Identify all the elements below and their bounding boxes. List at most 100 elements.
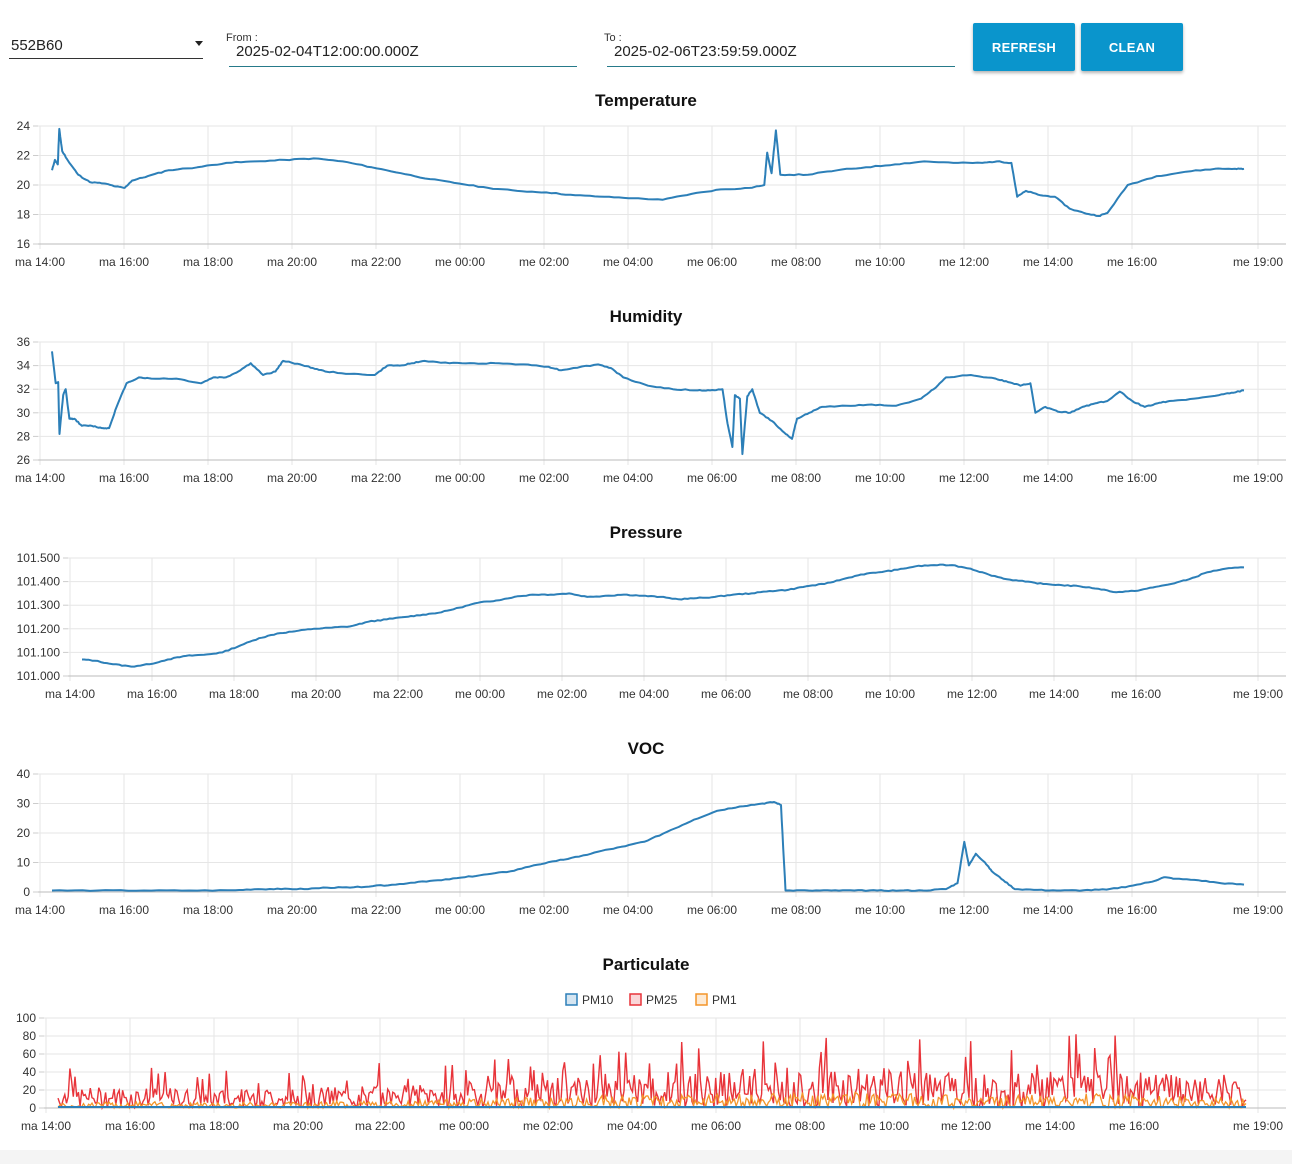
x-tick-label: ma 18:00 — [183, 255, 233, 269]
from-label: From : — [226, 32, 258, 44]
legend-label-pm1: PM1 — [712, 993, 737, 1007]
x-tick-label: me 10:00 — [865, 687, 915, 701]
x-tick-label: me 12:00 — [947, 687, 997, 701]
x-tick-label: ma 20:00 — [267, 471, 317, 485]
x-tick-label: ma 16:00 — [127, 687, 177, 701]
series-line-pm25 — [57, 1034, 1247, 1111]
x-tick-label: me 00:00 — [439, 1119, 489, 1133]
x-tick-label: ma 18:00 — [189, 1119, 239, 1133]
y-tick-label: 10 — [17, 856, 31, 870]
x-tick-label: ma 20:00 — [273, 1119, 323, 1133]
refresh-button[interactable]: REFRESH — [973, 23, 1075, 71]
x-tick-label: ma 14:00 — [15, 255, 65, 269]
temperature-chart: Temperature 16 18 20 22 24 ma 14:00 ma 16:00 ma … — [15, 91, 1286, 269]
x-tick-label: me 02:00 — [519, 471, 569, 485]
x-tick-label: me 19:00 — [1233, 1119, 1283, 1133]
y-tick-label: 24 — [17, 119, 31, 133]
y-tick-label: 40 — [23, 1065, 37, 1079]
to-date-input[interactable] — [614, 43, 944, 60]
legend-swatch-pm10 — [565, 993, 578, 1006]
series-line-humidity — [51, 351, 1245, 456]
x-tick-label: ma 16:00 — [99, 471, 149, 485]
pressure-chart: Pressure 101.000 101.100 101.200 101.300 101.… — [17, 523, 1286, 701]
x-tick-label: me 16:00 — [1111, 687, 1161, 701]
page-footer-strip — [0, 1150, 1292, 1164]
x-tick-label: me 14:00 — [1023, 471, 1073, 485]
x-tick-label: me 08:00 — [783, 687, 833, 701]
x-tick-label: me 04:00 — [603, 471, 653, 485]
to-label: To : — [604, 32, 622, 44]
device-select-value: 552B60 — [11, 37, 63, 54]
x-tick-label: me 00:00 — [435, 255, 485, 269]
x-tick-label: me 02:00 — [523, 1119, 573, 1133]
y-tick-label: 80 — [23, 1029, 37, 1043]
x-tick-label: me 12:00 — [941, 1119, 991, 1133]
clean-button[interactable]: CLEAN — [1081, 23, 1183, 71]
legend-swatch-pm25 — [629, 993, 642, 1006]
legend-label-pm10: PM10 — [582, 993, 614, 1007]
x-tick-label: me 04:00 — [607, 1119, 657, 1133]
x-tick-label: me 19:00 — [1233, 471, 1283, 485]
y-tick-label: 60 — [23, 1047, 37, 1061]
legend-label-pm25: PM25 — [646, 993, 678, 1007]
x-tick-label: ma 20:00 — [267, 903, 317, 917]
x-tick-label: me 00:00 — [435, 471, 485, 485]
x-tick-label: me 14:00 — [1025, 1119, 1075, 1133]
x-tick-label: me 19:00 — [1233, 687, 1283, 701]
x-tick-label: ma 22:00 — [351, 471, 401, 485]
y-tick-label: 16 — [17, 237, 31, 251]
humidity-chart: Humidity 26 28 30 32 34 36 ma 14:00 ma 16:00 ma 1… — [15, 307, 1286, 485]
y-tick-label: 36 — [17, 335, 31, 349]
x-tick-label: me 08:00 — [771, 255, 821, 269]
y-tick-label: 26 — [17, 453, 31, 467]
y-tick-label: 101.300 — [17, 598, 61, 612]
x-tick-label: me 04:00 — [603, 903, 653, 917]
x-tick-label: me 04:00 — [603, 255, 653, 269]
to-date-field: To : — [604, 32, 955, 67]
x-tick-label: me 16:00 — [1107, 903, 1157, 917]
x-tick-label: ma 16:00 — [99, 903, 149, 917]
x-tick-label: me 16:00 — [1107, 471, 1157, 485]
x-tick-label: me 02:00 — [519, 903, 569, 917]
x-tick-label: ma 22:00 — [351, 903, 401, 917]
series-line-voc — [51, 801, 1245, 892]
from-date-field: From : — [226, 32, 577, 67]
humidity-chart-title: Humidity — [610, 307, 683, 326]
x-tick-label: me 19:00 — [1233, 255, 1283, 269]
temperature-chart-title: Temperature — [595, 91, 697, 110]
x-tick-label: me 06:00 — [687, 903, 737, 917]
x-tick-label: me 08:00 — [771, 471, 821, 485]
x-tick-label: ma 14:00 — [21, 1119, 71, 1133]
particulate-chart-title: Particulate — [603, 955, 690, 974]
x-tick-label: me 06:00 — [701, 687, 751, 701]
x-tick-label: ma 20:00 — [291, 687, 341, 701]
device-select[interactable]: 552B60 — [9, 34, 203, 59]
x-tick-label: me 00:00 — [455, 687, 505, 701]
y-tick-label: 32 — [17, 382, 31, 396]
x-tick-label: me 08:00 — [775, 1119, 825, 1133]
x-tick-label: ma 22:00 — [373, 687, 423, 701]
y-tick-label: 100 — [16, 1011, 36, 1025]
x-tick-label: me 10:00 — [855, 903, 905, 917]
x-tick-label: me 10:00 — [859, 1119, 909, 1133]
x-tick-label: me 14:00 — [1023, 255, 1073, 269]
series-line-temperature — [51, 127, 1245, 217]
from-date-input[interactable] — [236, 43, 566, 60]
x-tick-label: me 16:00 — [1107, 255, 1157, 269]
x-tick-label: me 06:00 — [687, 471, 737, 485]
x-tick-label: me 02:00 — [519, 255, 569, 269]
x-tick-label: ma 18:00 — [183, 903, 233, 917]
y-tick-label: 101.100 — [17, 645, 61, 659]
x-tick-label: me 06:00 — [691, 1119, 741, 1133]
x-tick-label: me 10:00 — [855, 255, 905, 269]
x-tick-label: ma 20:00 — [267, 255, 317, 269]
y-tick-label: 34 — [17, 359, 31, 373]
y-tick-label: 0 — [23, 885, 30, 899]
x-tick-label: ma 22:00 — [351, 255, 401, 269]
y-tick-label: 101.200 — [17, 622, 61, 636]
series-line-pressure — [82, 563, 1245, 668]
x-tick-label: me 14:00 — [1023, 903, 1073, 917]
x-tick-label: me 12:00 — [939, 255, 989, 269]
x-tick-label: me 06:00 — [687, 255, 737, 269]
particulate-chart: Particulate 0 20 40 60 80 100 ma 14:00 ma 16:00 m… — [16, 955, 1286, 1133]
